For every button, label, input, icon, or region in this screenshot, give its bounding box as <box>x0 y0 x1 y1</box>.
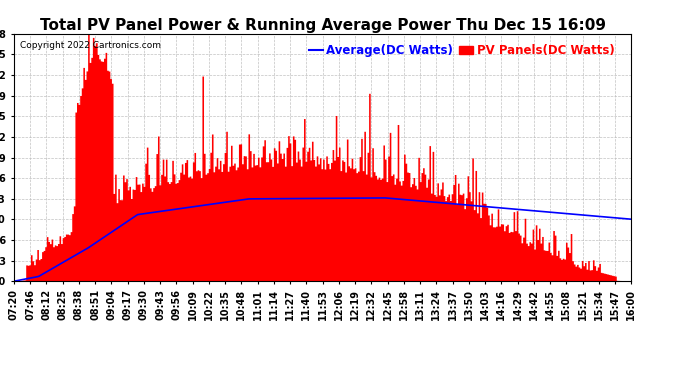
Legend: Average(DC Watts), PV Panels(DC Watts): Average(DC Watts), PV Panels(DC Watts) <box>304 40 619 62</box>
Text: Copyright 2022 Cartronics.com: Copyright 2022 Cartronics.com <box>20 41 161 50</box>
Title: Total PV Panel Power & Running Average Power Thu Dec 15 16:09: Total PV Panel Power & Running Average P… <box>39 18 606 33</box>
